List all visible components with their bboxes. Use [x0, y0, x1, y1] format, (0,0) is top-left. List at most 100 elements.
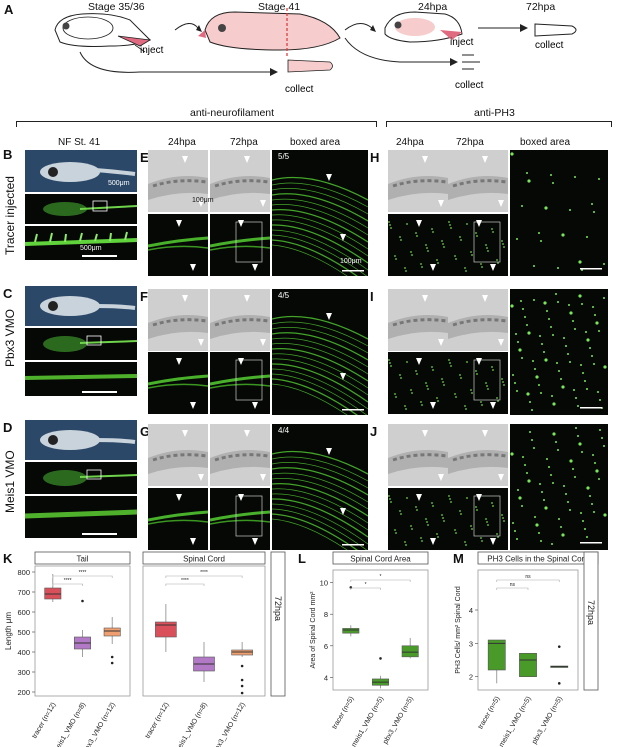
scalebar-100um-e-boxed: 100μm — [340, 258, 362, 265]
ratio-g: 4/4 — [278, 426, 290, 435]
panel-e-72hpa-brightfield — [210, 150, 270, 212]
panel-h-boxed-area — [510, 150, 608, 276]
chart-2-category-label: meis1_VMO (n=5) — [351, 696, 386, 747]
row-label-meis1: Meis1 VMO — [3, 450, 17, 513]
anti-neurofilament-header: anti-neurofilament — [190, 107, 275, 119]
panel-f-72hpa-brightfield — [210, 289, 270, 351]
collect-label-1: collect — [285, 84, 314, 95]
chart-2-box — [401, 645, 419, 658]
chart-3-category-label: pbx3_VMO (n=5) — [531, 696, 564, 746]
chart-0-outlier — [110, 655, 114, 659]
chart-3-ylabel: PH3 Cells/ mm² Spinal Cord — [455, 586, 462, 674]
panel-g-24hpa-fluorescence — [148, 488, 208, 550]
chart-3-ytick-label: 4 — [469, 606, 473, 615]
panel-label-f: F — [140, 289, 148, 304]
collect-label-3: collect — [535, 40, 564, 51]
inject-label-1: inject — [140, 45, 164, 56]
chart-2-ytick-label: 8 — [324, 610, 328, 619]
chart-2-sig-bracket — [350, 587, 381, 590]
chart-1-outlier — [240, 678, 244, 682]
chart-0-ytick-label: 700 — [17, 588, 30, 597]
panel-f-boxed-area — [272, 289, 368, 415]
stage-24hpa-label: 24hpa — [418, 1, 448, 13]
chart-0-title: Tail — [76, 555, 88, 564]
panel-j-boxed-area — [510, 424, 608, 550]
chart-0-outlier — [110, 661, 114, 665]
panel-h-24hpa-brightfield — [388, 150, 448, 212]
collected-tail-2 — [462, 54, 480, 70]
chart-3-outlier — [557, 645, 561, 648]
h-boxed-area-header: boxed area — [520, 137, 571, 148]
panel-j-72hpa-brightfield — [448, 424, 508, 486]
chart-2-outlier — [379, 657, 382, 660]
panel-i-24hpa-brightfield — [388, 289, 448, 351]
chart-0-ytick-label: 300 — [17, 668, 30, 677]
embryo-schematic: inject collect inject collect collect — [54, 8, 577, 95]
chart-3-sig-bracket — [496, 587, 529, 590]
row-label-tracer: Tracer injected — [3, 176, 17, 255]
panel-e-boxed-area — [272, 150, 368, 276]
chart-1-sig-label: **** — [181, 578, 189, 584]
collected-tail-1 — [287, 59, 333, 73]
chart-0-sig-label: **** — [79, 570, 87, 576]
panel-label-j: J — [370, 424, 378, 439]
chart-3-sig-label: ns — [525, 574, 531, 580]
panel-h-24hpa-fluorescence — [388, 214, 448, 276]
stage-35-36-label: Stage 35/36 — [88, 1, 145, 13]
chart-2-category-label: tracer (n=5) — [331, 696, 355, 731]
chart-3-outlier — [557, 682, 561, 685]
chart-1-sig-bracket — [165, 583, 205, 586]
panel-label-b: B — [3, 147, 13, 162]
chart-2-category-label: pbx3_VMO (n=5) — [382, 696, 415, 746]
row-label-pbx3: Pbx3 VMO — [3, 308, 17, 367]
panel-i-24hpa-fluorescence — [388, 352, 448, 414]
chart-1-category-label: meis1_VMO (n=8) — [174, 702, 209, 747]
meis1-fluorescent-image — [25, 462, 137, 494]
anti-ph3-bracket — [386, 121, 612, 127]
panel-label-h: H — [370, 150, 380, 165]
panel-g-72hpa-brightfield — [210, 424, 270, 486]
panel-j-24hpa-brightfield — [388, 424, 448, 486]
chart-2-sig-label: * — [380, 574, 382, 580]
chart-0-sig-bracket — [52, 575, 113, 578]
inject-label-2: inject — [450, 37, 474, 48]
chart-1-sig-bracket — [165, 575, 243, 578]
scalebar-500um-b1: 500μm — [108, 180, 130, 187]
panel-label-m: M — [453, 551, 464, 566]
anti-nf-bracket — [16, 121, 377, 127]
chart-1-sig-label: **** — [200, 570, 208, 576]
chart-3-title: PH3 Cells in the Spinal Cord — [487, 555, 588, 564]
chart-0-ytick-label: 600 — [17, 608, 30, 617]
scalebar-line-c — [82, 391, 117, 393]
chart-2-ytick-label: 4 — [324, 673, 328, 682]
chart-3-sig-bracket — [496, 579, 560, 582]
panel-label-a: A — [4, 2, 14, 17]
collected-tail-3 — [534, 23, 577, 37]
chart-0-title-strip — [34, 551, 131, 565]
chart-3-ytick-label: 2 — [469, 673, 473, 682]
chart-2-ytick-label: 6 — [324, 642, 328, 651]
chart-3-side-strip — [583, 551, 599, 691]
panel-e-24hpa-brightfield — [148, 150, 208, 212]
meis1-zoom-image — [25, 496, 137, 538]
panel-i-boxed-area — [510, 289, 608, 415]
chart-1-title: Spinal Cord — [183, 555, 225, 564]
chart-3-box — [519, 653, 537, 677]
scalebar-500um-b2: 500μm — [80, 245, 102, 252]
chart-0-category-label: tracer (n=12) — [31, 702, 57, 740]
scalebar-100um-e: 100μm — [192, 197, 214, 204]
h-72hpa-header: 72hpa — [456, 137, 484, 148]
chart-1-side-label: 72hpa — [273, 596, 283, 621]
panel-g-72hpa-fluorescence — [210, 488, 270, 550]
chart-0-sig-bracket — [52, 583, 83, 586]
chart-1-category-label: tracer (n=12) — [144, 702, 170, 740]
stage-41-label: Stage 41 — [258, 1, 301, 13]
chart-3-sig-label: ns — [510, 582, 516, 588]
chart-0-ytick-label: 400 — [17, 648, 30, 657]
chart-1-outlier — [240, 684, 244, 688]
panel-label-i: I — [370, 289, 374, 304]
tadpole-24hpa — [384, 11, 463, 43]
chart-2-ylabel: Area of Spinal Cord mm² — [310, 591, 317, 669]
stage-72hpa-label: 72hpa — [526, 1, 556, 13]
meis1-brightfield-image — [25, 420, 137, 460]
